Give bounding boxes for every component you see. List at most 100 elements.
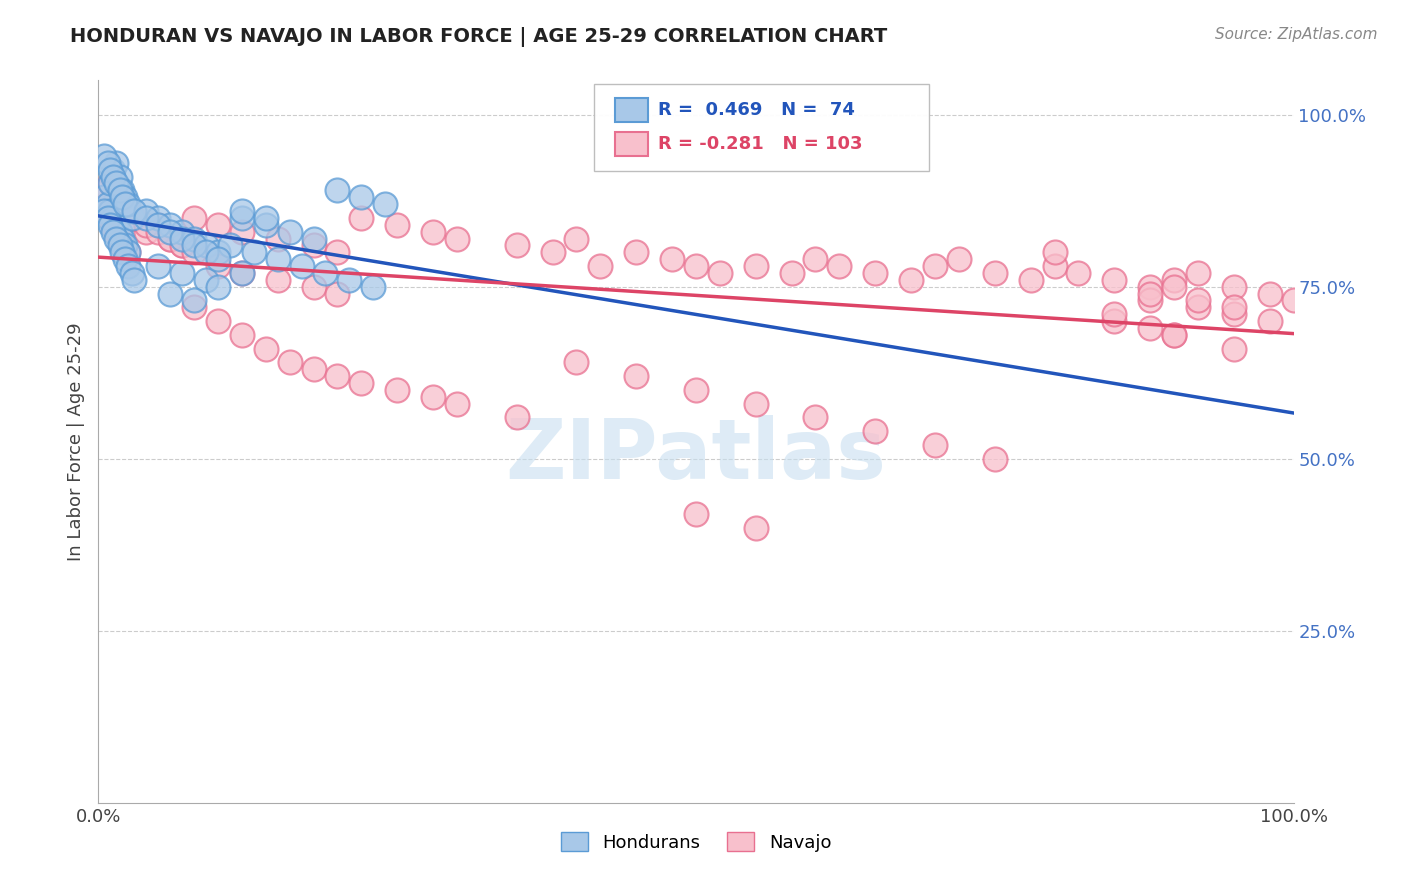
Point xyxy=(231,266,253,280)
Point xyxy=(93,204,115,219)
Point xyxy=(114,190,136,204)
Point xyxy=(315,266,337,280)
Point xyxy=(111,245,134,260)
Point xyxy=(148,259,170,273)
Point xyxy=(97,211,120,225)
Point xyxy=(172,225,194,239)
Point xyxy=(661,252,683,267)
Point xyxy=(148,225,170,239)
Point xyxy=(422,225,444,239)
Text: R =  0.469   N =  74: R = 0.469 N = 74 xyxy=(658,101,855,119)
Point xyxy=(111,190,134,204)
Point xyxy=(93,190,115,204)
Point xyxy=(685,383,707,397)
Point xyxy=(541,245,564,260)
Point xyxy=(101,211,124,225)
Point xyxy=(101,162,124,177)
Point xyxy=(108,231,131,245)
Point xyxy=(159,225,181,239)
Point xyxy=(111,183,134,197)
Point xyxy=(267,252,290,267)
Point xyxy=(231,266,253,280)
Point xyxy=(267,273,290,287)
Text: ZIPatlas: ZIPatlas xyxy=(506,416,886,497)
Point xyxy=(105,190,128,204)
Point xyxy=(97,204,120,219)
Point xyxy=(183,301,205,315)
Point xyxy=(709,266,731,280)
Text: Source: ZipAtlas.com: Source: ZipAtlas.com xyxy=(1215,27,1378,42)
Point xyxy=(1187,293,1209,308)
Point xyxy=(1139,293,1161,308)
Text: HONDURAN VS NAVAJO IN LABOR FORCE | AGE 25-29 CORRELATION CHART: HONDURAN VS NAVAJO IN LABOR FORCE | AGE … xyxy=(70,27,887,46)
Point xyxy=(231,327,253,342)
Point xyxy=(1187,301,1209,315)
Point xyxy=(1258,286,1281,301)
Point xyxy=(195,273,218,287)
Point xyxy=(101,218,124,232)
Point xyxy=(1163,327,1185,342)
Point xyxy=(183,211,205,225)
Point xyxy=(254,211,277,225)
Point xyxy=(278,355,301,369)
Point xyxy=(117,259,139,273)
Point xyxy=(924,438,946,452)
Text: R = -0.281   N = 103: R = -0.281 N = 103 xyxy=(658,135,862,153)
Point xyxy=(101,225,124,239)
Point xyxy=(97,197,120,211)
FancyBboxPatch shape xyxy=(614,97,648,122)
Point xyxy=(685,259,707,273)
Point xyxy=(111,231,134,245)
Point xyxy=(446,231,468,245)
Point xyxy=(98,204,122,219)
Point xyxy=(1163,273,1185,287)
Point xyxy=(148,218,170,232)
Point xyxy=(172,238,194,252)
Point xyxy=(207,218,229,232)
Point xyxy=(135,225,157,239)
Point xyxy=(117,245,139,260)
Point xyxy=(1104,314,1126,328)
Point xyxy=(1187,266,1209,280)
Point xyxy=(124,211,146,225)
Point xyxy=(948,252,970,267)
Point xyxy=(135,204,157,219)
Point xyxy=(865,424,887,438)
Point xyxy=(183,245,205,260)
Point xyxy=(231,225,253,239)
Point xyxy=(254,218,277,232)
Point xyxy=(108,238,131,252)
Point xyxy=(446,397,468,411)
Point xyxy=(148,218,170,232)
Legend: Hondurans, Navajo: Hondurans, Navajo xyxy=(554,825,838,859)
Point xyxy=(984,266,1007,280)
Point xyxy=(326,183,349,197)
Point xyxy=(98,162,122,177)
Point xyxy=(1019,273,1042,287)
Point xyxy=(207,245,229,260)
Point xyxy=(278,225,301,239)
Point xyxy=(124,204,146,219)
Point xyxy=(183,231,205,245)
Point xyxy=(121,266,143,280)
Point xyxy=(302,362,325,376)
Point xyxy=(339,273,361,287)
Point xyxy=(105,225,128,239)
Point xyxy=(1282,293,1305,308)
Point xyxy=(108,225,131,239)
Point xyxy=(207,314,229,328)
Point xyxy=(363,279,385,293)
Point xyxy=(1104,307,1126,321)
Point xyxy=(422,390,444,404)
Point xyxy=(506,238,529,252)
Point xyxy=(924,259,946,273)
Point xyxy=(111,197,134,211)
Point xyxy=(207,252,229,267)
Point xyxy=(135,218,157,232)
Point xyxy=(105,156,128,170)
Point xyxy=(1223,279,1246,293)
Point xyxy=(207,259,229,273)
Point xyxy=(117,197,139,211)
Point xyxy=(1223,342,1246,356)
Point xyxy=(114,238,136,252)
